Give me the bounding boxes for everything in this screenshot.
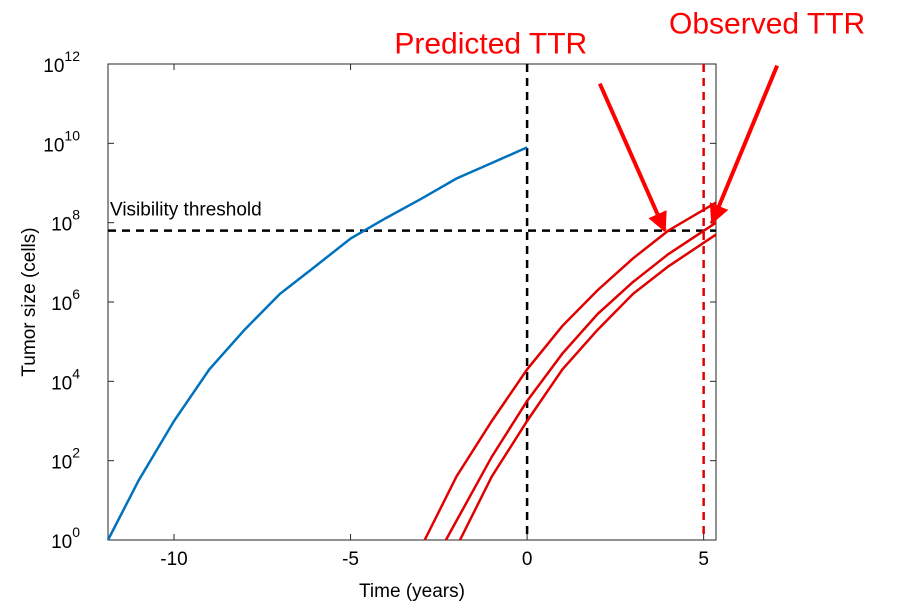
y-tick-label: 102 bbox=[51, 444, 80, 473]
y-tick-label: 100 bbox=[51, 524, 80, 553]
y-tick-label: 108 bbox=[51, 206, 80, 235]
x-tick-label: 0 bbox=[522, 549, 533, 570]
y-tick-exponent: 6 bbox=[72, 286, 80, 302]
annotation-text: Observed TTR bbox=[669, 8, 865, 41]
annotation-arrow bbox=[597, 82, 667, 233]
y-tick-base: 10 bbox=[43, 56, 64, 77]
y-tick-base: 10 bbox=[51, 453, 72, 474]
x-axis-label: Time (years) bbox=[359, 581, 465, 602]
y-tick-label: 104 bbox=[51, 365, 80, 394]
y-tick-base: 10 bbox=[43, 135, 64, 156]
y-tick-label: 106 bbox=[51, 286, 80, 315]
y-tick-exponent: 8 bbox=[72, 206, 80, 222]
x-tick-label: -5 bbox=[342, 549, 359, 570]
annotation-arrow bbox=[709, 64, 779, 225]
y-axis-label: Tumor size (cells) bbox=[19, 227, 40, 376]
y-tick-base: 10 bbox=[51, 215, 72, 236]
y-tick-label: 1010 bbox=[43, 127, 80, 156]
y-tick-exponent: 10 bbox=[64, 127, 80, 143]
y-tick-exponent: 0 bbox=[72, 524, 80, 540]
x-tick-label: 5 bbox=[698, 549, 709, 570]
y-tick-label: 1012 bbox=[43, 48, 80, 77]
series-line bbox=[444, 221, 717, 541]
y-tick-exponent: 4 bbox=[72, 365, 80, 381]
threshold-label: Visibility threshold bbox=[110, 200, 262, 221]
series-line bbox=[458, 233, 717, 541]
series-line bbox=[423, 201, 717, 541]
annotation-text: Predicted TTR bbox=[394, 28, 587, 61]
series-line bbox=[106, 146, 528, 541]
y-tick-base: 10 bbox=[51, 532, 72, 553]
y-tick-base: 10 bbox=[51, 294, 72, 315]
y-tick-base: 10 bbox=[51, 373, 72, 394]
x-tick-label: -10 bbox=[160, 549, 187, 570]
y-tick-exponent: 12 bbox=[64, 48, 80, 64]
y-tick-exponent: 2 bbox=[72, 444, 80, 460]
